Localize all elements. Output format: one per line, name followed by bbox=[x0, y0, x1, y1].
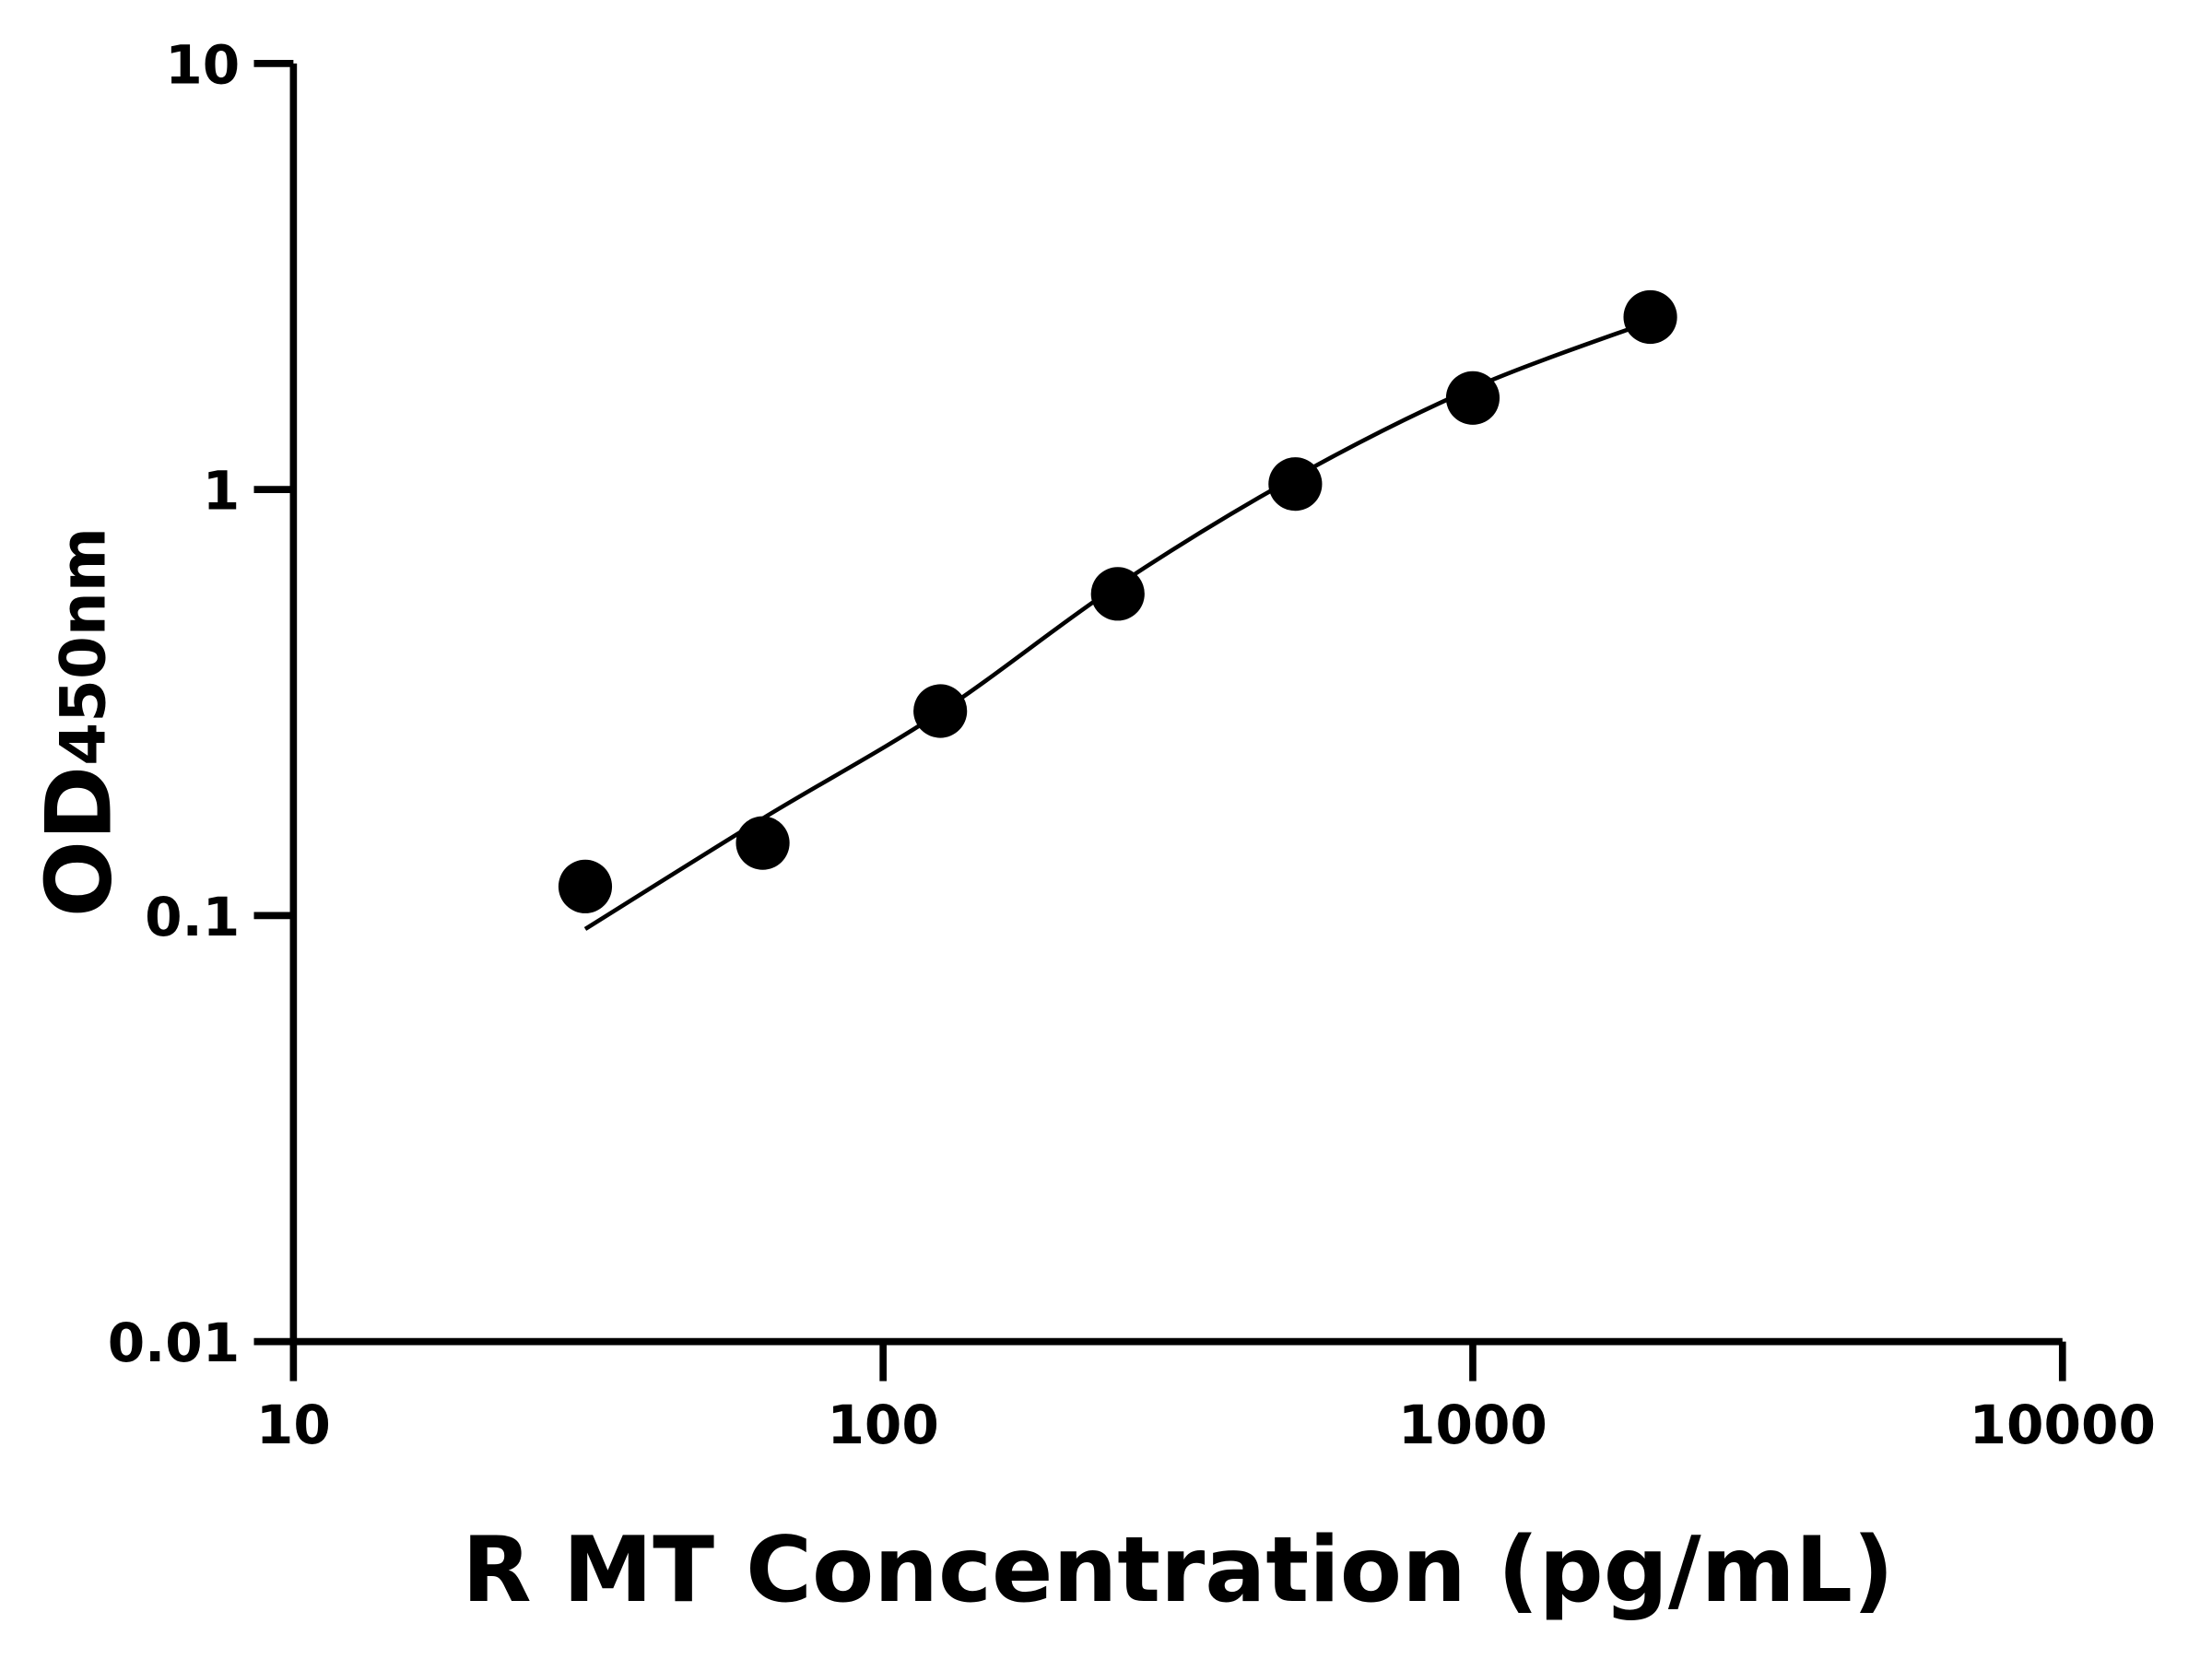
y-tick-label: 0.01 bbox=[108, 1312, 241, 1374]
data-point bbox=[1268, 457, 1323, 512]
data-points bbox=[558, 289, 1677, 913]
y-axis-title: OD450nm bbox=[27, 527, 132, 917]
ticks: 10 100 1000 10000 0.01 0.1 1 10 bbox=[108, 33, 2156, 1456]
x-tick-label: 10000 bbox=[1970, 1394, 2156, 1456]
data-point bbox=[1623, 289, 1677, 345]
y-tick-label: 0.1 bbox=[145, 886, 240, 948]
x-axis-title: R MT Concentration (pg/mL) bbox=[462, 1518, 1894, 1623]
x-tick-label: 10 bbox=[256, 1394, 331, 1456]
data-point bbox=[735, 816, 790, 870]
y-axis-title-main: OD bbox=[27, 766, 132, 918]
y-axis-title-subscript: 450nm bbox=[46, 527, 119, 766]
axes bbox=[289, 63, 2063, 1346]
data-point bbox=[913, 684, 968, 738]
data-point bbox=[1090, 567, 1145, 621]
x-tick-label: 100 bbox=[827, 1394, 938, 1456]
data-point bbox=[558, 859, 613, 913]
x-tick-label: 1000 bbox=[1398, 1394, 1547, 1456]
y-tick-label: 10 bbox=[165, 33, 240, 96]
data-point bbox=[1445, 371, 1500, 425]
y-tick-label: 1 bbox=[203, 460, 240, 523]
